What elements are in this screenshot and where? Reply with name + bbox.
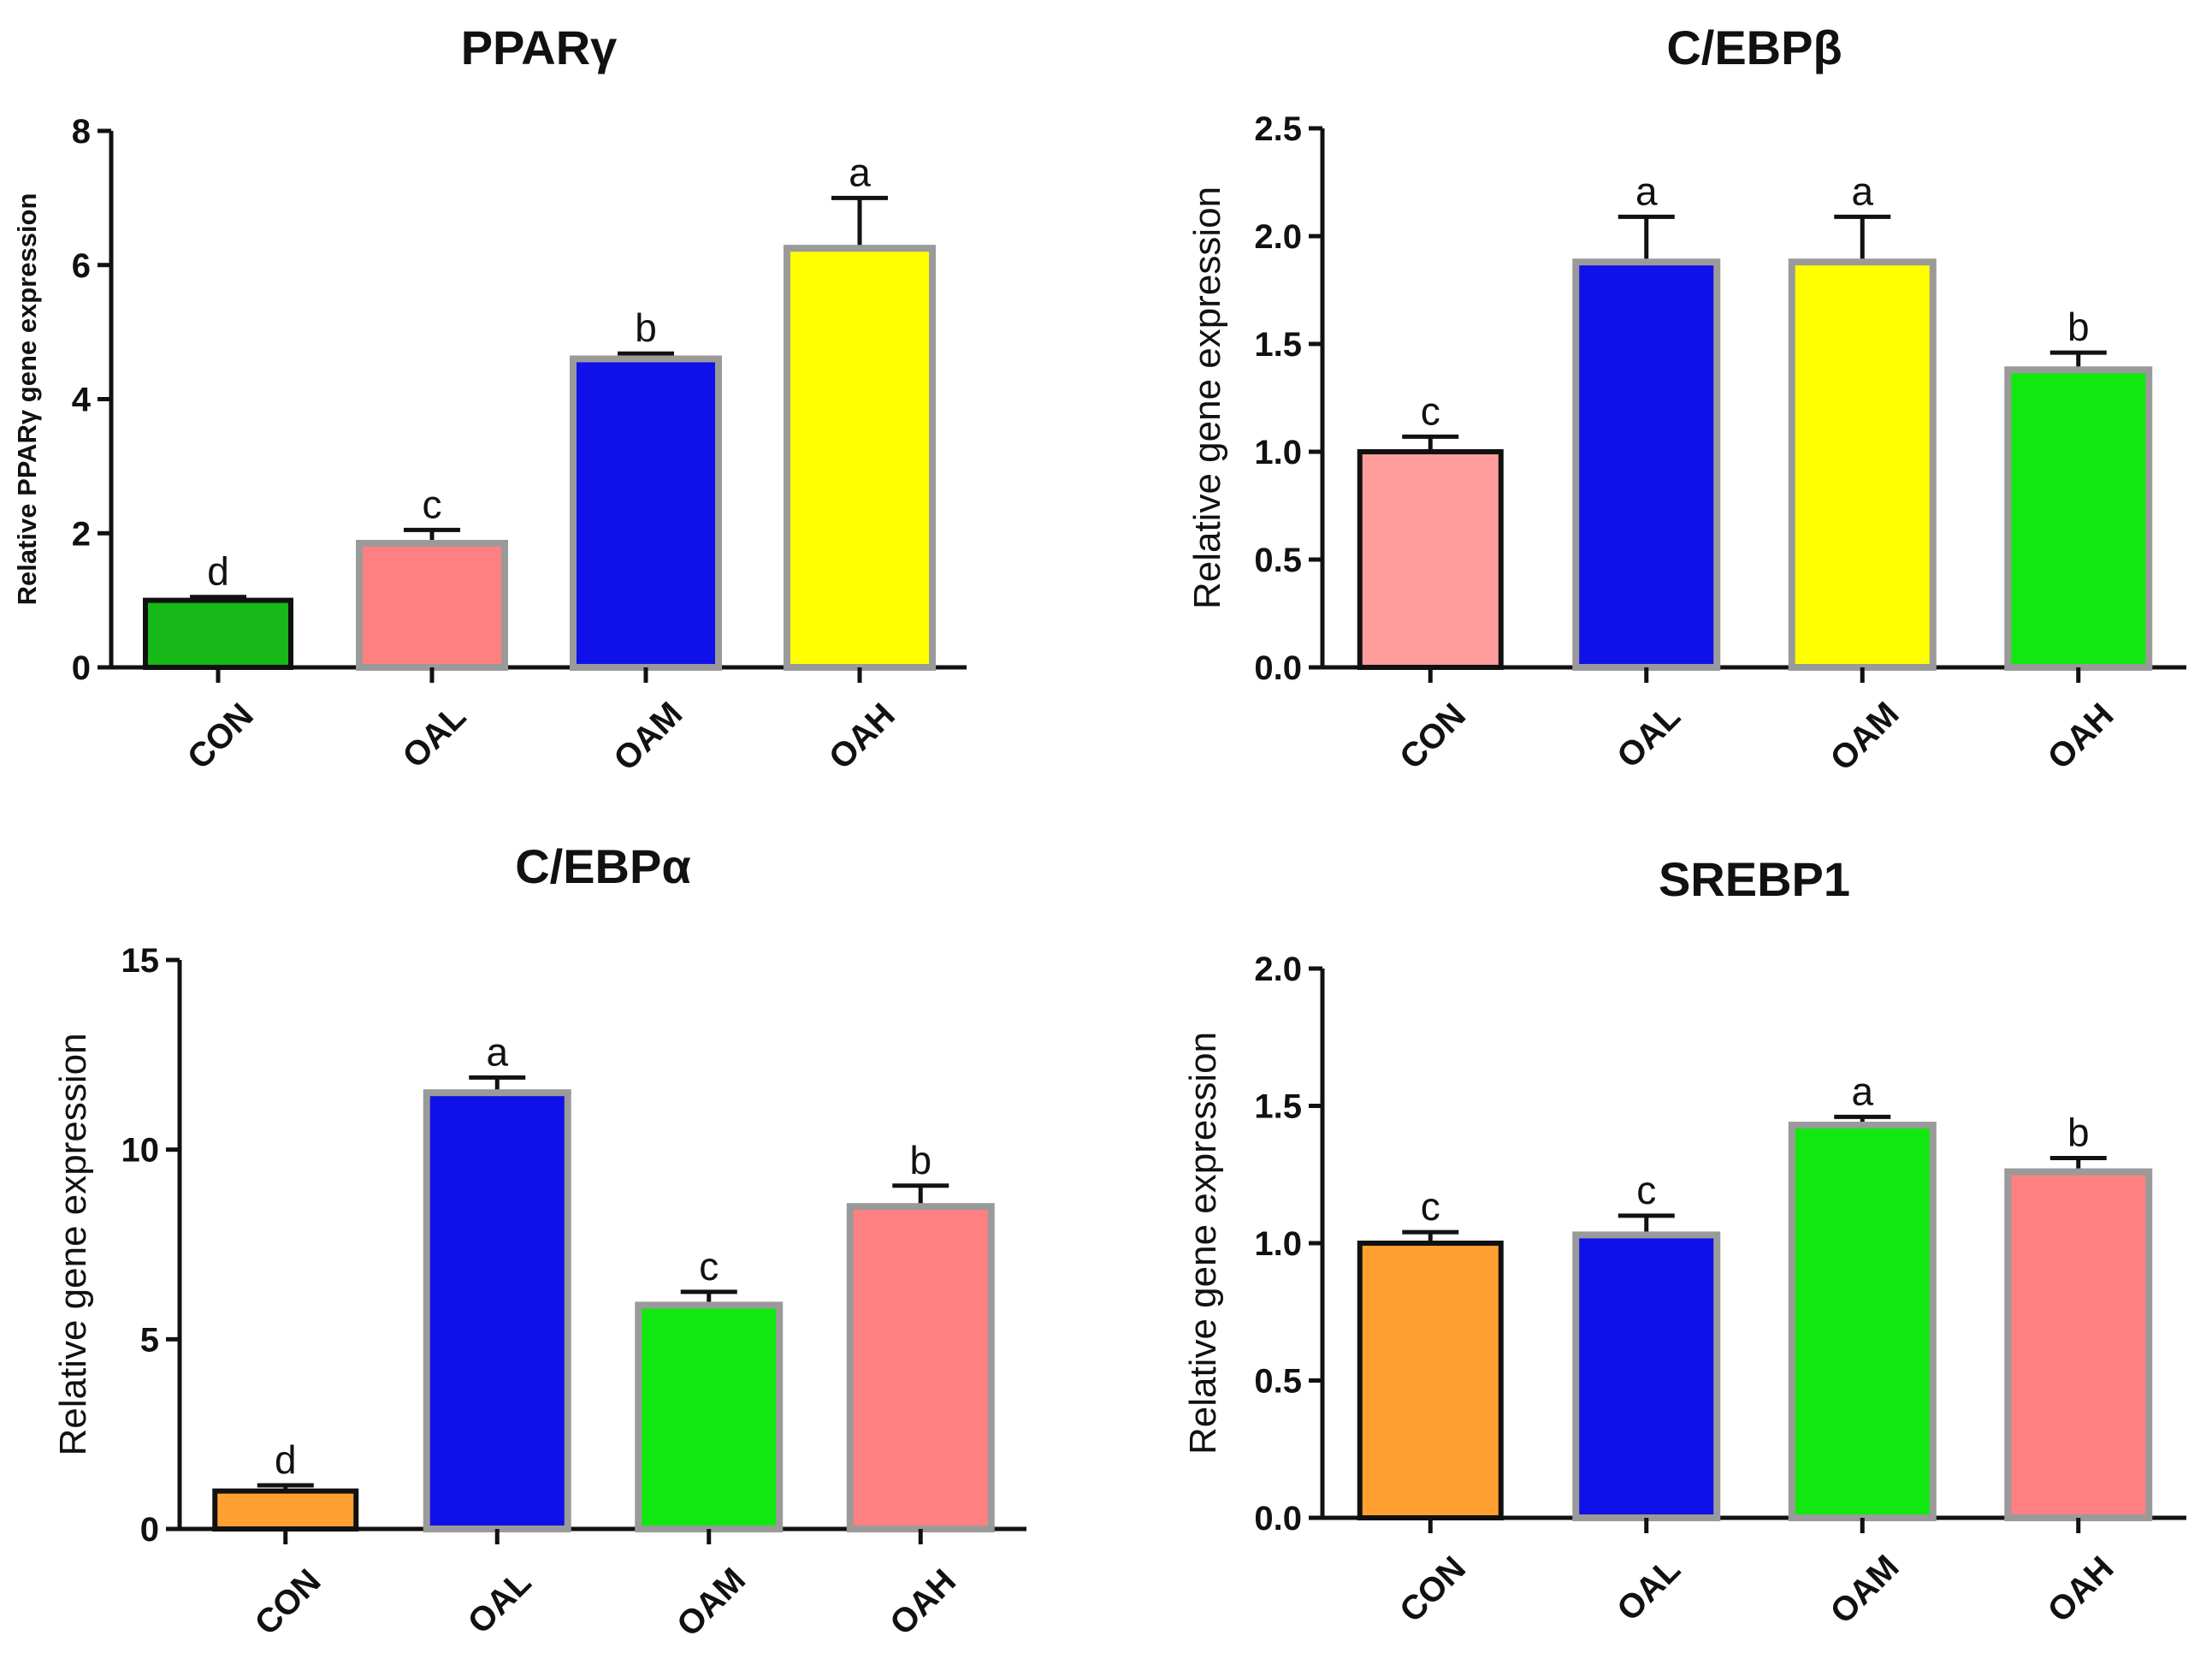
x-tick-label: OAL xyxy=(1610,1550,1688,1628)
y-tick-label: 1.0 xyxy=(1254,1225,1302,1263)
y-tick-label: 1.5 xyxy=(1254,1088,1302,1126)
bar-oam xyxy=(570,355,722,671)
significance-label: b xyxy=(2067,1110,2090,1154)
x-tick-label: OAM xyxy=(1824,695,1907,778)
y-tick-label: 1.5 xyxy=(1254,326,1302,364)
significance-label: c xyxy=(1636,1168,1656,1212)
y-tick-label: 2.0 xyxy=(1254,218,1302,256)
y-tick-label: 0.0 xyxy=(1254,1500,1302,1538)
x-tick-label: OAL xyxy=(461,1563,539,1641)
bar-oam xyxy=(1788,258,1937,671)
y-axis-label: Relative gene expression xyxy=(1182,1032,1224,1455)
x-tick-label: OAH xyxy=(822,696,902,777)
x-tick-label: OAL xyxy=(1610,697,1688,775)
y-tick-label: 5 xyxy=(140,1321,159,1359)
significance-label: a xyxy=(849,150,871,194)
y-tick-label: 6 xyxy=(72,247,91,285)
x-tick-label: CON xyxy=(180,696,261,777)
bar-oah xyxy=(2004,1168,2153,1521)
chart-panel-srebp1: SREBP1 Relative gene expression 0.0 0.5 1.0 1… xyxy=(1109,827,2212,1655)
bar-oah xyxy=(2004,366,2153,671)
x-tick-label: OAM xyxy=(606,695,689,778)
bar-oah xyxy=(846,1203,995,1532)
x-tick-label: CON xyxy=(1393,1549,1473,1630)
significance-label: b xyxy=(2067,305,2090,349)
y-tick-label: 15 xyxy=(121,942,160,980)
bar-oah xyxy=(784,245,936,671)
bar-oam xyxy=(635,1301,784,1533)
y-tick-label: 0.0 xyxy=(1254,649,1302,687)
bar-oal xyxy=(1572,258,1721,671)
x-tick-label: OAH xyxy=(2041,696,2121,777)
x-tick-label: CON xyxy=(248,1562,328,1643)
chart-title: C/EBPβ xyxy=(1666,21,1842,74)
significance-label: a xyxy=(1851,169,1873,213)
x-tick-label: OAH xyxy=(883,1562,963,1643)
y-tick-label: 0.5 xyxy=(1254,542,1302,579)
chart-panel-ppar-gamma: PPARγ Relative PPARγ gene expression 0 2 4 6 8… xyxy=(0,0,1103,827)
significance-label: c xyxy=(699,1244,719,1289)
chart-title: SREBP1 xyxy=(1659,852,1850,906)
chart-title: C/EBPα xyxy=(515,839,691,893)
significance-label: c xyxy=(1421,388,1440,433)
y-axis-label: Relative gene expression xyxy=(1186,187,1228,609)
bar-oal xyxy=(423,1089,571,1532)
significance-label: b xyxy=(909,1138,932,1182)
x-tick-label: OAM xyxy=(670,1561,753,1644)
y-tick-label: 2 xyxy=(72,515,91,553)
y-tick-label: 1.0 xyxy=(1254,434,1302,471)
y-tick-label: 10 xyxy=(121,1132,160,1170)
y-tick-label: 0.5 xyxy=(1254,1363,1302,1401)
significance-label: c xyxy=(1421,1184,1440,1229)
bar-oal xyxy=(356,540,508,671)
chart-panel-cebp-alpha: C/EBPα Relative gene expression 0 5 10 15 d CON… xyxy=(0,827,1103,1655)
significance-label: d xyxy=(275,1437,297,1482)
chart-panel-cebp-beta: C/EBPβ Relative gene expression 0.0 0.5 1.0 1… xyxy=(1109,0,2212,827)
significance-label: b xyxy=(635,305,657,350)
bar-oal xyxy=(1572,1231,1721,1521)
bar-oam xyxy=(1788,1121,1937,1521)
bar-con xyxy=(1357,449,1504,670)
bar-con xyxy=(1357,1241,1504,1520)
significance-label: a xyxy=(486,1029,508,1074)
y-tick-label: 0 xyxy=(72,649,91,687)
y-axis-label: Relative PPARγ gene expression xyxy=(12,193,42,606)
y-tick-label: 2.5 xyxy=(1254,110,1302,148)
chart-svg-cebp-alpha: C/EBPα Relative gene expression 0 5 10 15 d CON… xyxy=(52,839,1026,1644)
chart-title: PPARγ xyxy=(461,21,618,74)
x-tick-label: CON xyxy=(1393,696,1473,777)
y-tick-label: 0 xyxy=(140,1511,159,1549)
y-axis-label: Relative gene expression xyxy=(52,1033,94,1455)
significance-label: a xyxy=(1851,1069,1873,1113)
bar-con xyxy=(212,1488,359,1532)
chart-svg-cebp-beta: C/EBPβ Relative gene expression 0.0 0.5 1.0 1… xyxy=(1186,21,2186,778)
x-tick-label: OAH xyxy=(2041,1549,2121,1630)
bar-con xyxy=(143,597,293,670)
significance-label: a xyxy=(1635,169,1658,213)
y-tick-label: 2.0 xyxy=(1254,951,1302,988)
significance-label: d xyxy=(207,549,229,594)
x-tick-label: OAL xyxy=(395,697,473,775)
y-tick-label: 4 xyxy=(72,382,92,419)
x-tick-label: OAM xyxy=(1824,1548,1907,1631)
y-tick-label: 8 xyxy=(72,113,91,151)
chart-svg-ppar-gamma: PPARγ Relative PPARγ gene expression 0 2 4 6 8… xyxy=(12,21,967,778)
chart-svg-srebp1: SREBP1 Relative gene expression 0.0 0.5 1.0 1… xyxy=(1182,852,2186,1631)
significance-label: c xyxy=(423,482,442,526)
